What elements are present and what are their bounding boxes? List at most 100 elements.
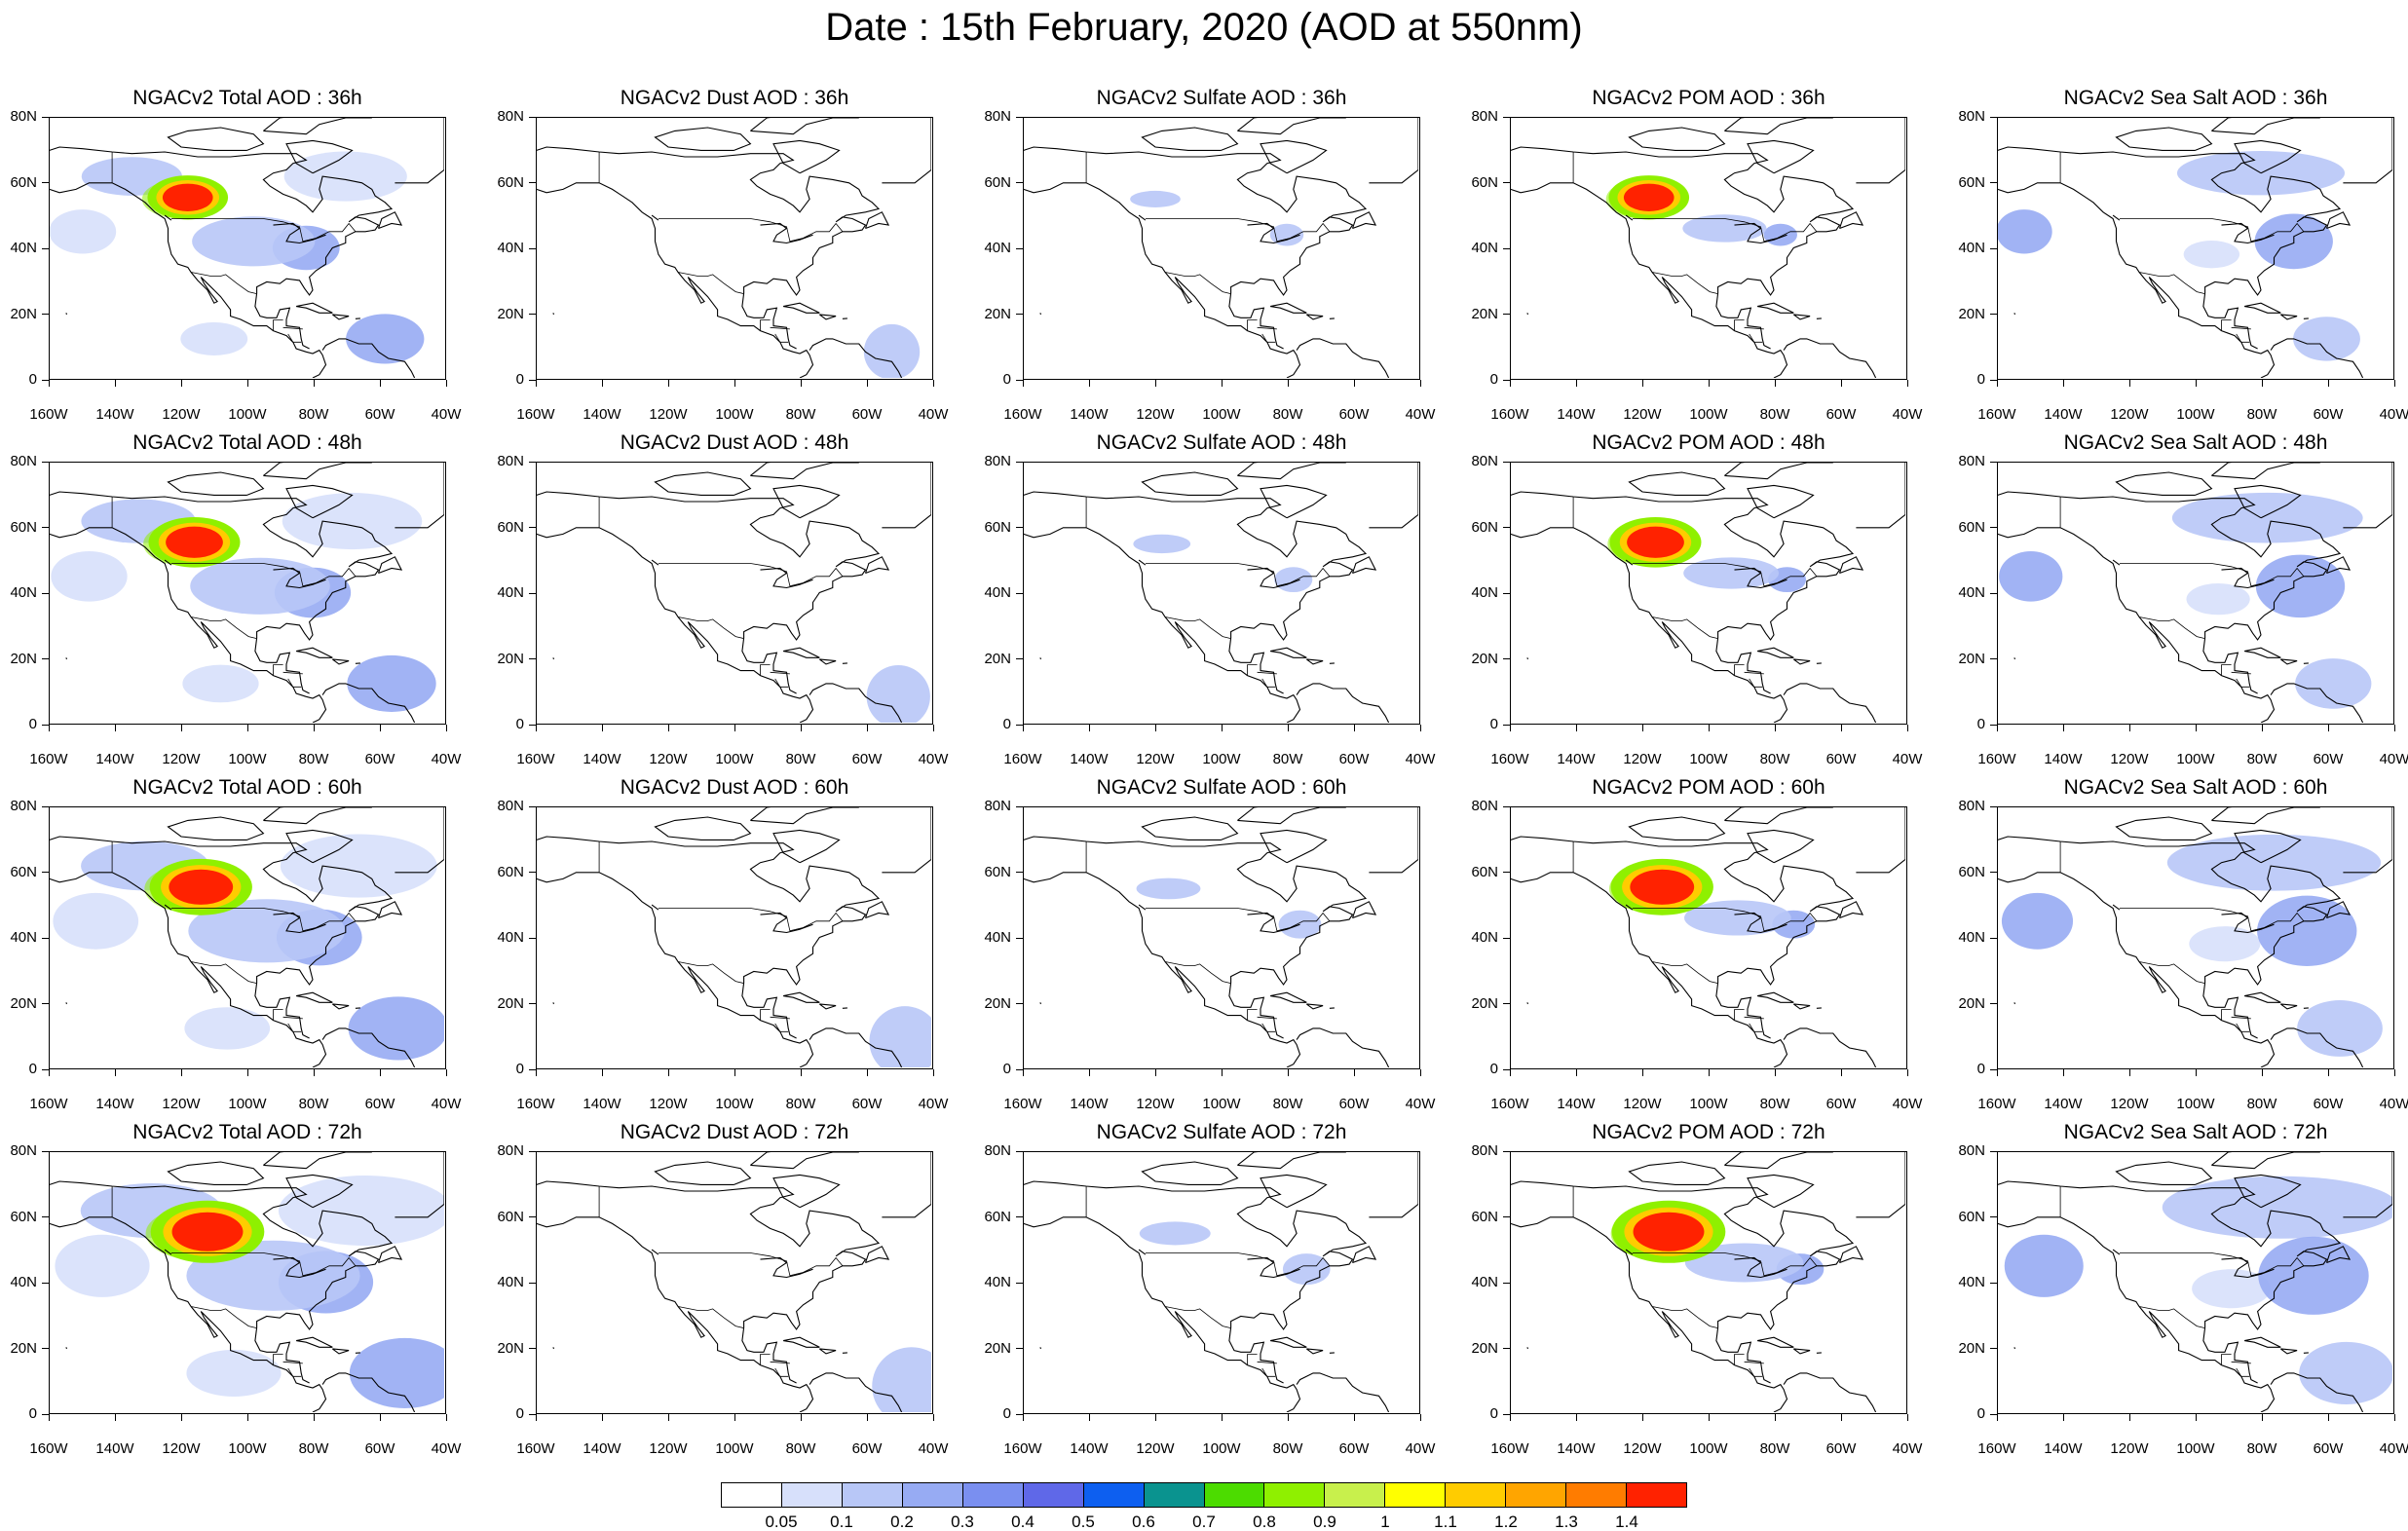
- coastline: [2013, 657, 2016, 660]
- lat-tick: [42, 314, 49, 315]
- aod-patch: [1274, 567, 1313, 593]
- panel-title: NGACv2 Sulfate AOD : 72h: [1096, 1121, 1347, 1143]
- lat-tick: [1503, 461, 1510, 463]
- lon-tick: [1419, 1414, 1421, 1421]
- lat-tick: [529, 379, 536, 381]
- aod-map: [50, 463, 444, 723]
- lon-tick: [734, 1414, 735, 1421]
- coastline: [1756, 991, 1794, 1003]
- aod-map: [1024, 118, 1418, 378]
- coastline: [760, 912, 813, 934]
- aod-patch: [2166, 834, 2382, 891]
- coastline: [331, 314, 350, 320]
- lat-tick-label: 20N: [10, 305, 37, 322]
- lon-tick-label: 80W: [298, 751, 329, 767]
- lat-tick-label: 40N: [497, 584, 524, 601]
- coastline: [1724, 463, 1833, 480]
- map-panel-seasalt-72h: NGACv2 Sea Salt AOD : 72h 80N 60N 40N 20N 0 16…: [1948, 1122, 2408, 1512]
- lat-tick-label: 60N: [984, 518, 1011, 536]
- lon-tick-label: 80W: [1272, 406, 1303, 423]
- lon-tick: [1221, 725, 1223, 731]
- aod-map: [1511, 118, 1905, 378]
- country-border: [1744, 671, 1764, 675]
- lat-tick-label: 0: [515, 1061, 524, 1077]
- lat-tick-label: 20N: [984, 305, 1011, 322]
- coastline: [1024, 491, 1368, 641]
- coastline: [2270, 338, 2364, 378]
- coastline: [164, 904, 172, 911]
- lon-tick: [535, 380, 537, 387]
- aod-patch: [2004, 1234, 2084, 1297]
- coastline: [2211, 118, 2320, 135]
- lon-tick-label: 80W: [2246, 1096, 2277, 1112]
- coastline: [1998, 872, 2276, 1067]
- country-border: [760, 1354, 771, 1365]
- lon-tick: [1022, 380, 1024, 387]
- lon-tick-label: 80W: [1759, 1440, 1790, 1457]
- lon-tick-label: 40W: [2379, 406, 2408, 423]
- country-border: [287, 1023, 302, 1032]
- coastline: [1998, 182, 2276, 378]
- lon-tick: [932, 1069, 934, 1076]
- lon-tick-label: 60W: [851, 751, 883, 767]
- lat-tick-label: 0: [28, 716, 37, 732]
- aod-patch: [1269, 223, 1304, 246]
- lat-tick: [1990, 182, 1997, 183]
- lon-tick: [667, 1069, 669, 1076]
- coastline: [1838, 211, 1864, 230]
- panel-title: NGACv2 Total AOD : 60h: [132, 776, 362, 799]
- coastline: [1228, 1327, 1284, 1384]
- country-border: [2221, 1354, 2232, 1365]
- lon-tick-label: 80W: [1272, 1440, 1303, 1457]
- coastline: [1625, 214, 1634, 221]
- aod-map: [1998, 118, 2392, 378]
- lat-tick-label: 80N: [497, 453, 524, 469]
- aod-patch: [2297, 1000, 2383, 1057]
- lon-tick-label: 80W: [298, 1440, 329, 1457]
- lat-tick: [42, 182, 49, 183]
- lon-tick-label: 40W: [1892, 751, 1923, 767]
- lon-tick-label: 100W: [2176, 751, 2215, 767]
- lon-tick-label: 120W: [2110, 406, 2149, 423]
- lon-tick: [2393, 725, 2395, 731]
- coastline: [167, 471, 265, 496]
- country-border: [1734, 1354, 1745, 1365]
- lat-tick: [529, 872, 536, 873]
- lat-tick: [1990, 1150, 1997, 1152]
- lon-tick: [1088, 1069, 1090, 1076]
- lat-tick-label: 20N: [497, 994, 524, 1012]
- coastline: [1783, 1372, 1877, 1412]
- coastline: [395, 1152, 444, 1218]
- coastline: [377, 211, 403, 230]
- coastline: [809, 338, 903, 378]
- coastline: [50, 1216, 327, 1412]
- lon-tick: [1840, 380, 1842, 387]
- country-border: [1247, 319, 1258, 331]
- coastline: [273, 912, 326, 934]
- lon-tick: [734, 1069, 735, 1076]
- lat-tick-label: 60N: [497, 518, 524, 536]
- coastline: [537, 1216, 814, 1412]
- coastline: [760, 1256, 813, 1279]
- lon-tick: [2393, 1069, 2395, 1076]
- aod-patch: [863, 323, 921, 378]
- coastline: [1305, 1348, 1324, 1355]
- aod-patch: [192, 216, 316, 267]
- colorbar-label: 0.3: [951, 1512, 974, 1531]
- lon-tick: [2128, 1069, 2130, 1076]
- aod-patch: [51, 551, 128, 602]
- lat-tick-label: 60N: [1958, 863, 1985, 880]
- lon-tick-label: 100W: [228, 406, 267, 423]
- lat-tick: [1016, 1003, 1023, 1004]
- lat-tick: [42, 116, 49, 118]
- lat-tick-label: 0: [515, 716, 524, 732]
- country-border: [170, 218, 357, 243]
- lat-tick: [1503, 724, 1510, 726]
- coastline: [1237, 463, 1346, 480]
- lat-tick-label: 40N: [497, 1274, 524, 1290]
- aod-plume: [1627, 526, 1684, 558]
- lon-tick-label: 80W: [1272, 1096, 1303, 1112]
- lat-tick: [1016, 1348, 1023, 1349]
- coastline: [1260, 829, 1328, 864]
- aod-patch: [280, 834, 437, 898]
